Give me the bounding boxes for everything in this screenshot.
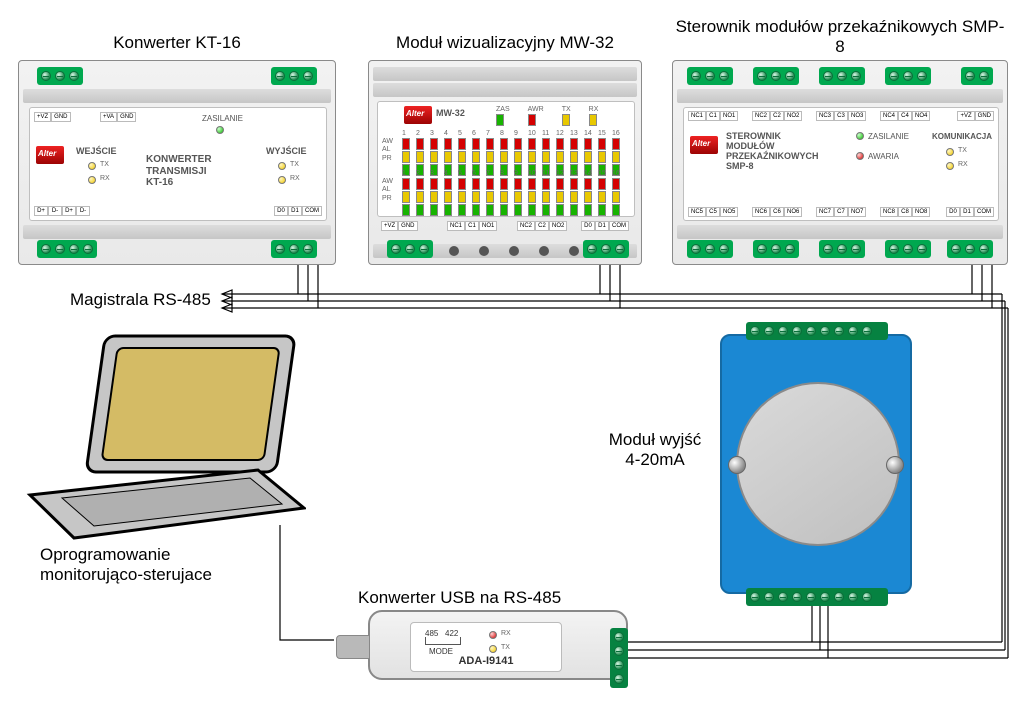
kt16-title: Konwerter KT-16 (19, 33, 335, 53)
led-tx (88, 162, 96, 170)
screw-strip (819, 67, 865, 85)
terminal-row: +VA GND (100, 112, 136, 122)
screw-strip (753, 67, 799, 85)
led-rx (278, 176, 286, 184)
screw-strip (753, 240, 799, 258)
led-tx (278, 162, 286, 170)
usb-title: Konwerter USB na RS-485 (358, 588, 561, 608)
screw-strip (583, 240, 629, 258)
laptop-icon (20, 330, 306, 540)
out-label: WYJŚCIE (266, 146, 307, 156)
mw32-panel: MW-32 ZAS AWR TX RX 12345678910111213141… (377, 101, 635, 217)
bus-label: Magistrala RS-485 (70, 290, 211, 310)
screw-strip (885, 67, 931, 85)
screw-strip (961, 67, 993, 85)
screw-strip (610, 628, 628, 688)
laptop-caption: Oprogramowanie monitorująco-sterujace (40, 545, 260, 585)
terminal-row: +VZ GND (381, 221, 418, 231)
led-power (856, 132, 864, 140)
usb-name: ADA-I9141 (411, 655, 561, 667)
screw-strip (271, 67, 317, 85)
usb-panel: 485 422 MODE RX TX ADA-I9141 (410, 622, 562, 672)
alter-logo (36, 146, 64, 164)
screw-strip (37, 67, 83, 85)
led-rx (946, 162, 954, 170)
alter-logo (404, 106, 432, 124)
vent-holes (449, 246, 579, 256)
usb-plug-icon (336, 635, 370, 659)
screw-strip (271, 240, 317, 258)
row-tags-a: AWALPR (382, 138, 393, 163)
screw-strip (387, 240, 433, 258)
led-rx (88, 176, 96, 184)
bolt-icon (886, 456, 904, 474)
led-rx (489, 631, 497, 639)
smp8-panel: NC1C1NO1 NC2C2NO2 NC3C3NO3 NC4C4NO4 +VZG… (683, 107, 999, 221)
screw-strip (746, 322, 888, 340)
screw-strip (37, 240, 97, 258)
kt16-name: KONWERTER TRANSMISJI KT-16 (146, 154, 212, 189)
screw-strip (947, 240, 993, 258)
module-analog-out (720, 334, 912, 594)
bolt-icon (728, 456, 746, 474)
led-tx (946, 148, 954, 156)
alter-logo (690, 136, 718, 154)
terminal-row: +VZ GND (34, 112, 71, 122)
terminal-row: NC2 C2 NO2 (517, 221, 567, 231)
screw-strip (885, 240, 931, 258)
module-smp8: Sterownik modułów przekaźnikowych SMP-8 … (672, 60, 1008, 265)
usb-converter: 485 422 MODE RX TX ADA-I9141 (368, 610, 628, 680)
mw32-title: Moduł wizualizacyjny MW-32 (369, 33, 641, 53)
screw-strip (687, 67, 733, 85)
terminal-row: D+ D- D+ D- (34, 206, 90, 216)
kt16-panel: +VZ GND +VA GND ZASILANIE WEJŚCIE WYJŚCI… (29, 107, 327, 221)
module-kt16: Konwerter KT-16 +VZ GND +VA GND ZASILANI… (18, 60, 336, 265)
module-mw32: Moduł wizualizacyjny MW-32 MW-32 ZAS AWR… (368, 60, 642, 265)
screw-strip (746, 588, 888, 606)
smp8-name: STEROWNIK MODUŁÓW PRZEKAŹNIKOWYCH SMP-8 (726, 132, 819, 172)
screw-strip (687, 240, 733, 258)
mw32-id: MW-32 (436, 108, 465, 118)
led-tx (489, 645, 497, 653)
module-disc (736, 382, 900, 546)
row-tags-b: AWALPR (382, 178, 393, 203)
zasilanie-label: ZASILANIE (868, 132, 909, 141)
zasilanie-label: ZASILANIE (202, 114, 243, 123)
awaria-label: AWARIA (868, 152, 899, 161)
analog-out-title: Moduł wyjść 4-20mA (600, 430, 710, 470)
led-matrix-b: 12345678910111213141516 (402, 170, 628, 216)
screw-strip (819, 240, 865, 258)
smp8-title: Sterownik modułów przekaźnikowych SMP-8 (673, 17, 1007, 57)
led-power (216, 126, 224, 134)
led-awaria (856, 152, 864, 160)
terminal-row: D0 D1 COM (274, 206, 322, 216)
komunikacja-label: KOMUNIKACJA (932, 132, 992, 141)
status-leds: ZAS AWR TX RX (496, 106, 598, 131)
terminal-row: D0 D1 COM (581, 221, 629, 231)
terminal-row: NC1 C1 NO1 (447, 221, 497, 231)
in-label: WEJŚCIE (76, 146, 117, 156)
